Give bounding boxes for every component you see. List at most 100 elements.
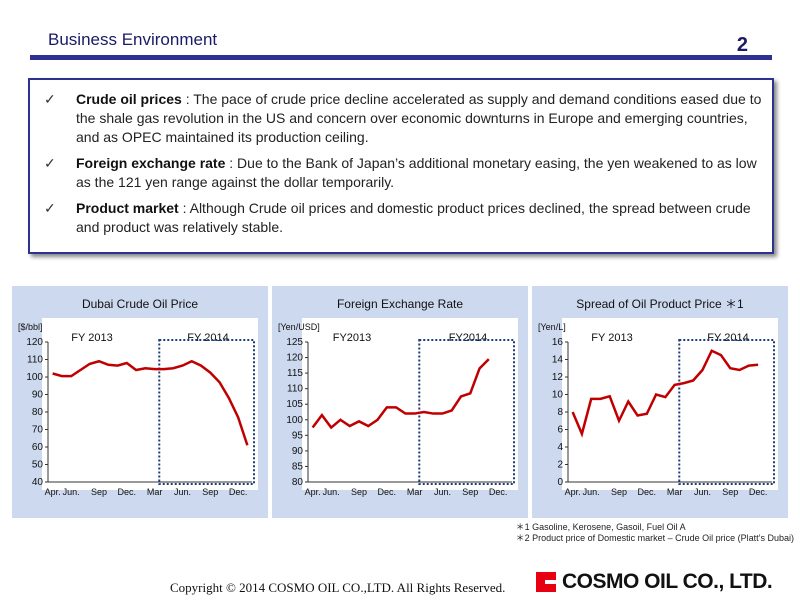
x-tick-label: Sep xyxy=(611,487,627,497)
summary-box: ✓ Crude oil prices : The pace of crude p… xyxy=(28,78,774,254)
bullet-label: Foreign exchange rate xyxy=(76,155,226,171)
y-tick-label: 100 xyxy=(26,372,43,383)
x-tick-label: Sep xyxy=(351,487,367,497)
y-tick-label: 70 xyxy=(32,425,44,436)
y-tick-label: 50 xyxy=(32,460,44,471)
page-title: Business Environment xyxy=(48,30,218,49)
y-tick-label: 80 xyxy=(292,477,304,488)
logo-text: COSMO OIL CO., LTD. xyxy=(562,570,773,593)
footnotes: ＊1 Gasoline, Kerosene, Gasoil, Fuel Oil … xyxy=(516,522,794,544)
x-tick-label: Dec. xyxy=(638,487,657,497)
x-tick-label: Jun. xyxy=(434,487,451,497)
y-tick-label: 10 xyxy=(552,390,564,401)
y-tick-label: 80 xyxy=(32,407,44,418)
x-tick-label: Mar xyxy=(667,487,683,497)
x-tick-label: Sep xyxy=(202,487,218,497)
unit-label: [Yen/USD] xyxy=(278,322,320,332)
x-tick-label: Jun. xyxy=(694,487,711,497)
fy-label: FY 2013 xyxy=(591,332,632,344)
y-tick-label: 16 xyxy=(552,337,564,348)
y-tick-label: 100 xyxy=(286,415,303,426)
y-tick-label: 90 xyxy=(292,446,304,457)
bullet-text: : Although Crude oil prices and domestic… xyxy=(76,200,751,235)
bullet-fx: ✓ Foreign exchange rate : Due to the Ban… xyxy=(40,154,762,192)
fy-label: FY 2013 xyxy=(71,332,112,344)
y-tick-label: 0 xyxy=(557,477,563,488)
x-tick-label: Jun. xyxy=(583,487,600,497)
header-rule xyxy=(30,55,772,60)
footnote-1: ＊1 Gasoline, Kerosene, Gasoil, Fuel Oil … xyxy=(515,522,686,532)
page-number: 2 xyxy=(736,34,748,56)
plot-area xyxy=(302,318,518,490)
y-tick-label: 120 xyxy=(286,353,303,364)
series-line xyxy=(52,359,249,446)
y-tick-label: 6 xyxy=(557,425,563,436)
x-tick-label: Mar xyxy=(147,487,163,497)
y-tick-label: 4 xyxy=(557,442,563,453)
fy2014-highlight-box xyxy=(678,339,775,485)
y-tick-label: 60 xyxy=(32,442,44,453)
unit-label: [$/bbl] xyxy=(18,322,43,332)
chart-title: Dubai Crude Oil Price xyxy=(82,297,198,311)
plot-area xyxy=(42,318,258,490)
checkmark-icon: ✓ xyxy=(44,200,56,216)
y-tick-label: 40 xyxy=(32,477,44,488)
dubai-crude-chart: Dubai Crude Oil Price [$/bbl] FY 2013 FY 20… xyxy=(12,286,268,518)
x-tick-label: Sep xyxy=(462,487,478,497)
plot-area xyxy=(562,318,778,490)
checkmark-icon: ✓ xyxy=(44,91,56,107)
y-tick-label: 8 xyxy=(557,407,563,418)
bullet-label: Product market xyxy=(76,200,179,216)
x-tick-label: Apr. xyxy=(305,487,321,497)
x-tick-label: Dec. xyxy=(229,487,248,497)
y-tick-label: 90 xyxy=(32,390,44,401)
y-tick-label: 110 xyxy=(287,384,303,395)
chart-panel-spread: Spread of Oil Product Price ＊1 [Yen/L] FY … xyxy=(532,286,788,518)
series-line xyxy=(311,358,490,430)
y-tick-label: 115 xyxy=(287,368,303,379)
series-line xyxy=(571,349,759,438)
x-tick-label: Jun. xyxy=(174,487,191,497)
bullet-product: ✓ Product market : Although Crude oil pr… xyxy=(40,199,762,237)
spread-chart: Spread of Oil Product Price ＊1 [Yen/L] FY … xyxy=(532,286,788,518)
x-tick-label: Sep xyxy=(722,487,738,497)
checkmark-icon: ✓ xyxy=(44,155,56,171)
bullet-text: : Due to the Bank of Japan’s additional … xyxy=(76,155,757,190)
x-tick-label: Dec. xyxy=(378,487,397,497)
company-logo: COSMO OIL CO., LTD. xyxy=(536,570,773,594)
y-tick-label: 85 xyxy=(292,461,304,472)
y-tick-label: 120 xyxy=(26,337,43,348)
x-tick-label: Dec. xyxy=(489,487,508,497)
y-tick-label: 95 xyxy=(292,430,304,441)
cosmo-logo-icon xyxy=(536,572,556,592)
fy-label: FY 2014 xyxy=(707,332,748,344)
bullet-crude-oil: ✓ Crude oil prices : The pace of crude p… xyxy=(40,90,762,147)
y-tick-label: 12 xyxy=(552,372,564,383)
x-tick-label: Dec. xyxy=(118,487,137,497)
fy-label: FY2014 xyxy=(449,332,488,344)
fy-label: FY 2014 xyxy=(187,332,228,344)
y-tick-label: 105 xyxy=(286,399,303,410)
x-tick-label: Jun. xyxy=(63,487,80,497)
fy-label: FY2013 xyxy=(333,332,372,344)
bullet-text: : The pace of crude price decline accele… xyxy=(76,91,762,145)
y-tick-label: 110 xyxy=(27,355,43,366)
fy2014-highlight-box xyxy=(158,339,255,485)
unit-label: [Yen/L] xyxy=(538,322,566,332)
x-tick-label: Mar xyxy=(407,487,423,497)
bullet-label: Crude oil prices xyxy=(76,91,182,107)
x-tick-label: Apr. xyxy=(565,487,581,497)
y-tick-label: 125 xyxy=(286,337,303,348)
chart-title: Spread of Oil Product Price ＊1 xyxy=(576,297,744,311)
x-tick-label: Sep xyxy=(91,487,107,497)
x-tick-label: Apr. xyxy=(45,487,61,497)
chart-panel-dubai: Dubai Crude Oil Price [$/bbl] FY 2013 FY 20… xyxy=(12,286,268,518)
x-tick-label: Jun. xyxy=(323,487,340,497)
y-tick-label: 14 xyxy=(552,355,564,366)
y-tick-label: 2 xyxy=(557,460,563,471)
x-tick-label: Dec. xyxy=(749,487,768,497)
chart-title: Foreign Exchange Rate xyxy=(337,297,463,311)
footnote-2: ＊2 Product price of Domestic market – Cr… xyxy=(515,533,794,543)
copyright-text: Copyright © 2014 COSMO OIL CO.,LTD. All … xyxy=(170,580,506,595)
fx-rate-chart: Foreign Exchange Rate [Yen/USD] FY2013 FY20… xyxy=(272,286,528,518)
